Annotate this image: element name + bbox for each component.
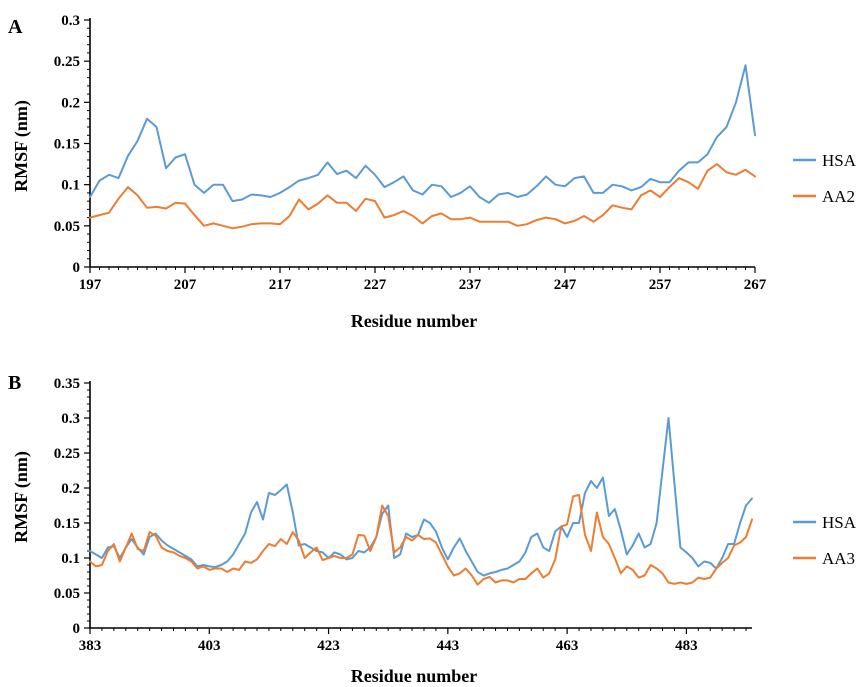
legend-label-hsa-a: HSA (822, 151, 857, 170)
series-group-a (89, 64, 756, 230)
x-tick-label-b: 443 (437, 638, 460, 654)
legend-a: HSA AA2 (793, 151, 857, 206)
x-tick-label-a: 257 (649, 277, 672, 293)
series-line-aa3-b (89, 494, 753, 586)
chart-panel-a: A RMSF (nm) Residue number 00.050.10.150… (8, 13, 857, 331)
series-group-b (89, 417, 753, 586)
y-tick-label-a: 0.3 (61, 13, 80, 29)
x-axis-title-a: Residue number (351, 311, 478, 331)
y-tick-label-b: 0.1 (61, 551, 80, 567)
y-axis-title-a: RMSF (nm) (11, 100, 32, 192)
x-tick-label-a: 227 (364, 277, 387, 293)
series-line-hsa-b (89, 417, 753, 577)
legend-label-hsa-b: HSA (822, 513, 857, 532)
y-tick-label-b: 0.25 (54, 446, 80, 462)
x-tick-label-b: 383 (79, 638, 102, 654)
x-tick-label-a: 197 (79, 277, 102, 293)
y-tick-label-a: 0.2 (61, 95, 80, 111)
y-tick-label-b: 0 (73, 621, 81, 637)
tick-group-b: 0 0.05 0.1 0.15 0.2 0.25 0.3 0.35 383 403 423 443 46… (54, 376, 752, 654)
panel-label-a: A (8, 16, 23, 38)
x-tick-label-b: 463 (556, 638, 579, 654)
y-axis-title-b: RMSF (nm) (11, 451, 32, 543)
y-tick-label-a: 0 (73, 260, 81, 276)
y-tick-label-b: 0.3 (61, 411, 80, 427)
x-tick-label-a: 247 (554, 277, 577, 293)
panel-label-b: B (8, 372, 21, 394)
y-tick-label-a: 0.05 (54, 219, 80, 235)
y-tick-label-b: 0.2 (61, 481, 80, 497)
x-axis-title-b: Residue number (351, 666, 478, 686)
x-tick-label-a: 237 (459, 277, 482, 293)
series-line-hsa-a (89, 64, 756, 204)
x-tick-label-b: 423 (317, 638, 340, 654)
legend-label-aa3: AA3 (822, 549, 855, 568)
x-tick-label-b: 403 (198, 638, 221, 654)
y-tick-label-a: 0.15 (54, 137, 80, 153)
chart-panel-b: B RMSF (nm) Residue number 00.050.10.150… (8, 372, 857, 686)
legend-b: HSA AA3 (793, 513, 857, 568)
y-tick-label-b: 0.05 (54, 586, 80, 602)
y-tick-label-a: 0.25 (54, 54, 80, 70)
tick-group-a: 0 0.05 0.1 0.15 0.2 0.25 0.3 197 207 217 227 237 247… (54, 13, 767, 293)
x-tick-label-a: 207 (174, 277, 197, 293)
x-tick-label-b: 483 (675, 638, 698, 654)
legend-label-aa2: AA2 (822, 187, 855, 206)
y-tick-label-b: 0.15 (54, 516, 80, 532)
series-line-aa2-a (89, 163, 756, 230)
y-tick-label-b: 0.35 (54, 376, 80, 392)
x-tick-label-a: 267 (744, 277, 767, 293)
x-tick-label-a: 217 (269, 277, 292, 293)
y-tick-label-a: 0.1 (61, 178, 80, 194)
